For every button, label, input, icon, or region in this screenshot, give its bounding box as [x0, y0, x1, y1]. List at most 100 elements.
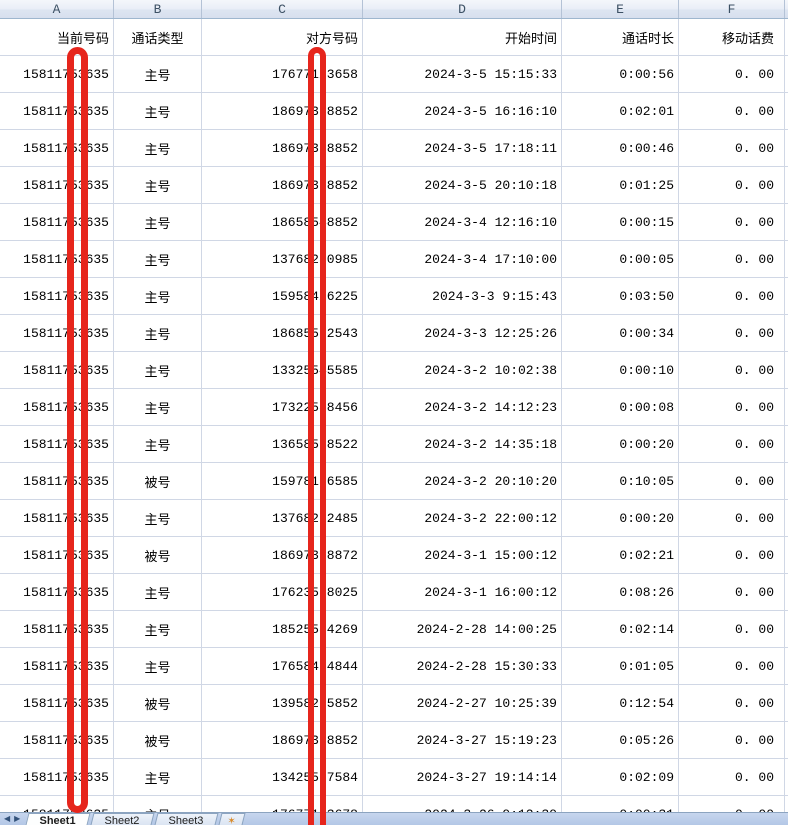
cell-E-data-row-20[interactable]: 0:02:09 [562, 759, 679, 796]
cell-B-data-row-5[interactable]: 主号 [114, 204, 202, 241]
cell-F-data-row-4[interactable]: 0. 00 [679, 167, 785, 204]
cell-A-data-row-1[interactable]: 15811753635 [0, 56, 114, 93]
cell-C-data-row-19[interactable]: 18697378852 [202, 722, 363, 759]
cell-F-data-row-14[interactable]: 0. 00 [679, 537, 785, 574]
cell-E-data-row-5[interactable]: 0:00:15 [562, 204, 679, 241]
cell-E-data-row-1[interactable]: 0:00:56 [562, 56, 679, 93]
cell-C-data-row-11[interactable]: 13658568522 [202, 426, 363, 463]
cell-B-data-row-11[interactable]: 主号 [114, 426, 202, 463]
cell-A-data-row-8[interactable]: 15811753635 [0, 315, 114, 352]
cell-C-data-row-6[interactable]: 13768250985 [202, 241, 363, 278]
cell-D-data-row-7[interactable]: 2024-3-3 9:15:43 [363, 278, 562, 315]
cell-D-data-row-17[interactable]: 2024-2-28 15:30:33 [363, 648, 562, 685]
cell-A-data-row-15[interactable]: 15811753635 [0, 574, 114, 611]
cell-B-data-row-9[interactable]: 主号 [114, 352, 202, 389]
cell-E-data-row-6[interactable]: 0:00:05 [562, 241, 679, 278]
cell-D-data-row-4[interactable]: 2024-3-5 20:10:18 [363, 167, 562, 204]
sheet-tab-sheet1[interactable]: Sheet1 [23, 813, 91, 825]
cell-F-header-row[interactable]: 移动话费 [679, 19, 785, 56]
cell-F-data-row-15[interactable]: 0. 00 [679, 574, 785, 611]
cell-B-data-row-20[interactable]: 主号 [114, 759, 202, 796]
cell-F-data-row-3[interactable]: 0. 00 [679, 130, 785, 167]
cell-A-data-row-4[interactable]: 15811753635 [0, 167, 114, 204]
cell-A-data-row-7[interactable]: 15811753635 [0, 278, 114, 315]
cell-A-data-row-2[interactable]: 15811753635 [0, 93, 114, 130]
cell-E-data-row-16[interactable]: 0:02:14 [562, 611, 679, 648]
cell-B-data-row-19[interactable]: 被号 [114, 722, 202, 759]
cell-F-data-row-20[interactable]: 0. 00 [679, 759, 785, 796]
cell-C-header-row[interactable]: 对方号码 [202, 19, 363, 56]
cell-E-data-row-4[interactable]: 0:01:25 [562, 167, 679, 204]
cell-E-data-row-12[interactable]: 0:10:05 [562, 463, 679, 500]
cell-B-data-row-16[interactable]: 主号 [114, 611, 202, 648]
cell-E-data-row-10[interactable]: 0:00:08 [562, 389, 679, 426]
cell-B-data-row-2[interactable]: 主号 [114, 93, 202, 130]
column-header-B[interactable]: B [114, 0, 202, 18]
cell-B-data-row-12[interactable]: 被号 [114, 463, 202, 500]
cell-C-data-row-17[interactable]: 17658474844 [202, 648, 363, 685]
cell-A-data-row-12[interactable]: 15811753635 [0, 463, 114, 500]
cell-D-data-row-9[interactable]: 2024-3-2 10:02:38 [363, 352, 562, 389]
cell-F-data-row-5[interactable]: 0. 00 [679, 204, 785, 241]
cell-E-data-row-13[interactable]: 0:00:20 [562, 500, 679, 537]
cell-C-data-row-8[interactable]: 18685552543 [202, 315, 363, 352]
cell-F-data-row-12[interactable]: 0. 00 [679, 463, 785, 500]
sheet-tab-sheet3[interactable]: Sheet3 [152, 813, 219, 825]
cell-A-data-row-17[interactable]: 15811753635 [0, 648, 114, 685]
cell-B-data-row-4[interactable]: 主号 [114, 167, 202, 204]
cell-C-data-row-12[interactable]: 15978156585 [202, 463, 363, 500]
cell-B-header-row[interactable]: 通话类型 [114, 19, 202, 56]
cell-A-data-row-6[interactable]: 15811753635 [0, 241, 114, 278]
cell-B-data-row-1[interactable]: 主号 [114, 56, 202, 93]
cell-D-data-row-6[interactable]: 2024-3-4 17:10:00 [363, 241, 562, 278]
cell-C-data-row-4[interactable]: 18697378852 [202, 167, 363, 204]
cell-B-data-row-17[interactable]: 主号 [114, 648, 202, 685]
cell-A-data-row-18[interactable]: 15811753635 [0, 685, 114, 722]
cell-D-header-row[interactable]: 开始时间 [363, 19, 562, 56]
cell-F-data-row-2[interactable]: 0. 00 [679, 93, 785, 130]
cell-E-data-row-2[interactable]: 0:02:01 [562, 93, 679, 130]
cell-F-data-row-8[interactable]: 0. 00 [679, 315, 785, 352]
cell-D-data-row-11[interactable]: 2024-3-2 14:35:18 [363, 426, 562, 463]
cell-C-data-row-15[interactable]: 17623568025 [202, 574, 363, 611]
cell-A-data-row-3[interactable]: 15811753635 [0, 130, 114, 167]
cell-E-data-row-3[interactable]: 0:00:46 [562, 130, 679, 167]
cell-B-data-row-14[interactable]: 被号 [114, 537, 202, 574]
cell-C-data-row-10[interactable]: 17322538456 [202, 389, 363, 426]
cell-A-data-row-5[interactable]: 15811753635 [0, 204, 114, 241]
cell-F-data-row-7[interactable]: 0. 00 [679, 278, 785, 315]
cell-D-data-row-14[interactable]: 2024-3-1 15:00:12 [363, 537, 562, 574]
column-header-D[interactable]: D [363, 0, 562, 18]
cell-F-data-row-11[interactable]: 0. 00 [679, 426, 785, 463]
cell-E-data-row-18[interactable]: 0:12:54 [562, 685, 679, 722]
cell-E-data-row-15[interactable]: 0:08:26 [562, 574, 679, 611]
cell-A-data-row-19[interactable]: 15811753635 [0, 722, 114, 759]
cell-C-data-row-14[interactable]: 18697398872 [202, 537, 363, 574]
cell-F-data-row-13[interactable]: 0. 00 [679, 500, 785, 537]
cell-C-data-row-1[interactable]: 17677123658 [202, 56, 363, 93]
cell-D-data-row-20[interactable]: 2024-3-27 19:14:14 [363, 759, 562, 796]
cell-C-data-row-9[interactable]: 13325545585 [202, 352, 363, 389]
cell-D-data-row-5[interactable]: 2024-3-4 12:16:10 [363, 204, 562, 241]
cell-F-data-row-9[interactable]: 0. 00 [679, 352, 785, 389]
cell-D-data-row-1[interactable]: 2024-3-5 15:15:33 [363, 56, 562, 93]
cell-D-data-row-3[interactable]: 2024-3-5 17:18:11 [363, 130, 562, 167]
cell-A-data-row-16[interactable]: 15811753635 [0, 611, 114, 648]
cell-A-data-row-20[interactable]: 15811753635 [0, 759, 114, 796]
cell-C-data-row-20[interactable]: 13425567584 [202, 759, 363, 796]
cell-C-data-row-16[interactable]: 18525534269 [202, 611, 363, 648]
cell-E-header-row[interactable]: 通话时长 [562, 19, 679, 56]
cell-D-data-row-2[interactable]: 2024-3-5 16:16:10 [363, 93, 562, 130]
cell-C-data-row-7[interactable]: 15958426225 [202, 278, 363, 315]
cell-C-data-row-5[interactable]: 18658548852 [202, 204, 363, 241]
cell-B-data-row-3[interactable]: 主号 [114, 130, 202, 167]
insert-worksheet-tab[interactable]: ✶ [216, 813, 247, 825]
cell-B-data-row-7[interactable]: 主号 [114, 278, 202, 315]
cell-B-data-row-8[interactable]: 主号 [114, 315, 202, 352]
cell-B-data-row-6[interactable]: 主号 [114, 241, 202, 278]
cell-E-data-row-17[interactable]: 0:01:05 [562, 648, 679, 685]
cell-A-data-row-14[interactable]: 15811753635 [0, 537, 114, 574]
cell-E-data-row-11[interactable]: 0:00:20 [562, 426, 679, 463]
cell-D-data-row-8[interactable]: 2024-3-3 12:25:26 [363, 315, 562, 352]
column-header-E[interactable]: E [562, 0, 679, 18]
